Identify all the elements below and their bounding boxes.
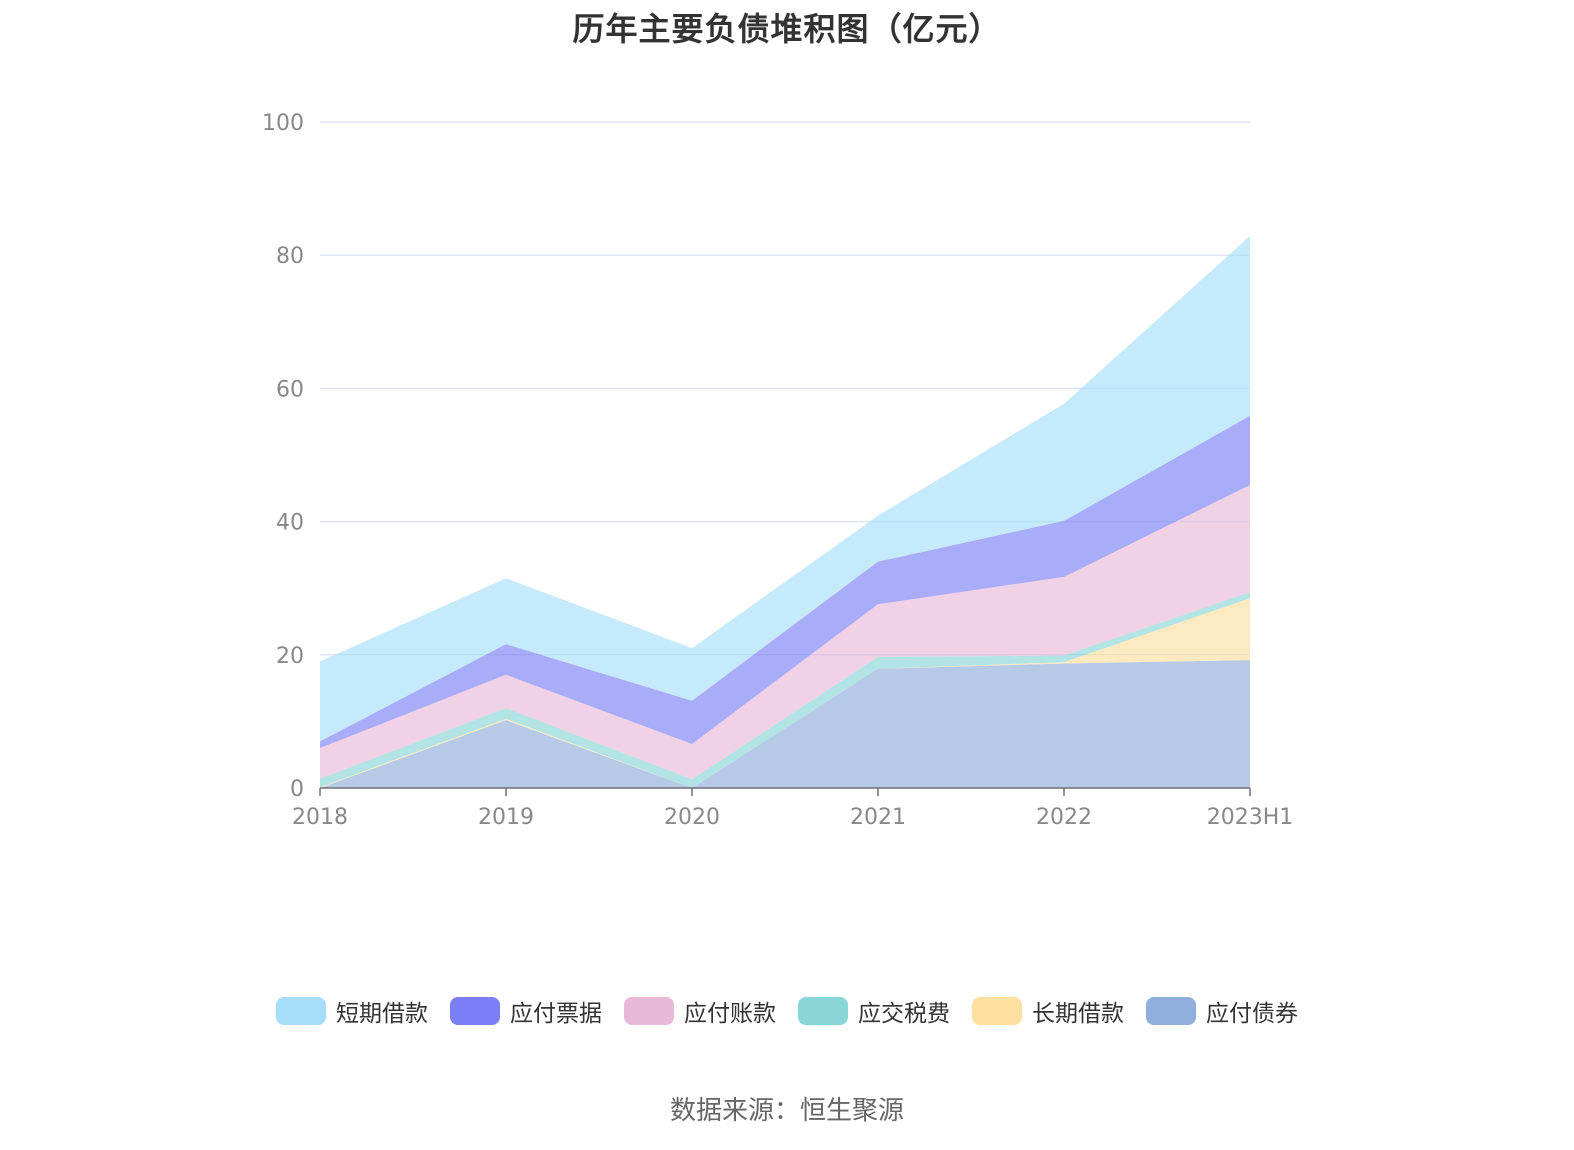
y-tick-label: 0 (290, 777, 304, 802)
legend-label: 应交税费 (858, 1001, 950, 1027)
y-tick-labels: 0 20 40 60 80 100 (262, 111, 304, 802)
legend-label: 应付债券 (1206, 1001, 1298, 1027)
chart-title: 历年主要负债堆积图（亿元） (572, 10, 1002, 48)
legend-item[interactable]: 短期借款 (276, 994, 428, 1028)
y-tick-label: 60 (276, 377, 304, 402)
legend-label: 短期借款 (336, 1001, 428, 1027)
area-series-1[interactable] (320, 660, 1250, 788)
legend-label: 长期借款 (1032, 1001, 1124, 1027)
legend-item[interactable]: 长期借款 (972, 994, 1124, 1028)
legend-swatch (450, 997, 500, 1025)
legend-item[interactable]: 应付账款 (624, 994, 776, 1028)
x-tick-label: 2023H1 (1207, 805, 1294, 830)
y-tick-label: 20 (276, 644, 304, 669)
series-areas (320, 235, 1250, 788)
y-tick-label: 40 (276, 511, 304, 536)
legend-swatch (1146, 997, 1196, 1025)
x-tick-label: 2021 (850, 805, 906, 830)
data-source: 数据来源：恒生聚源 (669, 1096, 904, 1126)
legend-item[interactable]: 应交税费 (798, 994, 950, 1028)
area-series-6[interactable] (320, 235, 1250, 742)
legend: 短期借款 应付票据 应付账款 应交税费 长期借款 应付债券 (0, 994, 1574, 1028)
x-axis (319, 787, 1251, 796)
legend-swatch (798, 997, 848, 1025)
legend-swatch (276, 997, 326, 1025)
area-series-4[interactable] (320, 485, 1250, 780)
x-tick-label: 2022 (1036, 805, 1092, 830)
x-tick-labels: 2018 2019 2020 2021 2022 2023H1 (292, 805, 1293, 830)
legend-swatch (624, 997, 674, 1025)
legend-swatch (972, 997, 1022, 1025)
legend-item[interactable]: 应付票据 (450, 994, 602, 1028)
x-tick-label: 2020 (664, 805, 720, 830)
legend-label: 应付账款 (684, 1001, 776, 1027)
legend-item[interactable]: 应付债券 (1146, 994, 1298, 1028)
legend-label: 应付票据 (510, 1001, 602, 1027)
x-tick-label: 2018 (292, 805, 348, 830)
area-series-5[interactable] (320, 415, 1250, 748)
y-tick-label: 80 (276, 244, 304, 269)
y-tick-label: 100 (262, 111, 304, 136)
stacked-area-chart: 0 20 40 60 80 100 2018 2019 2020 2021 2022 2023H1 (262, 111, 1293, 830)
x-tick-label: 2019 (478, 805, 534, 830)
